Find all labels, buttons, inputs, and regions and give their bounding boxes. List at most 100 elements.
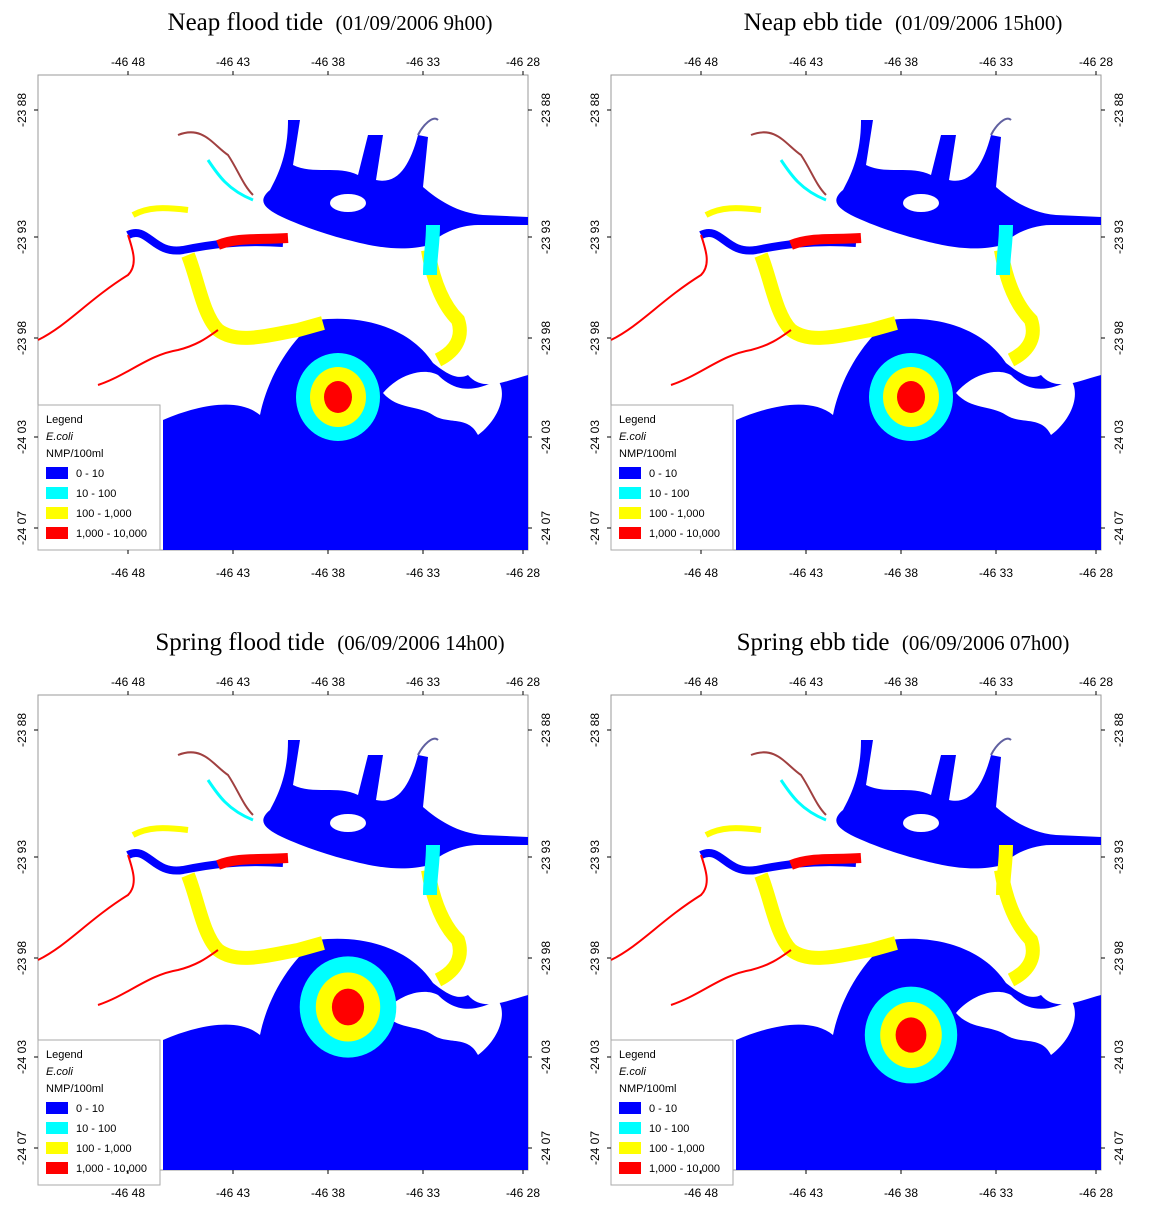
x-tick-label: -46 38: [311, 566, 345, 580]
x-tick-label: -46 38: [311, 55, 345, 69]
y-tick-label: -23 88: [1112, 93, 1126, 127]
legend-label: 0 - 10: [76, 468, 104, 480]
x-tick-label: -46 28: [506, 55, 540, 69]
y-tick-label: -23 88: [539, 93, 553, 127]
channel: [37, 854, 135, 961]
x-tick-label: -46 28: [506, 566, 540, 580]
x-tick-label: -46 33: [406, 1186, 440, 1200]
estuary: [836, 120, 1101, 249]
legend-title: Legend: [619, 414, 656, 426]
x-tick-label: -46 33: [406, 566, 440, 580]
legend-unit: NMP/100ml: [619, 448, 676, 460]
channel: [996, 224, 1013, 276]
estuary: [836, 740, 1101, 869]
legend-label: 100 - 1,000: [649, 1143, 705, 1155]
legend-subtitle: E.coli: [46, 431, 73, 443]
x-tick-label: -46 48: [111, 675, 145, 689]
channel: [131, 205, 189, 218]
land-cape: [383, 991, 502, 1055]
y-tick-label: -23 98: [1112, 941, 1126, 975]
y-tick-label: -23 88: [15, 713, 29, 747]
x-tick-label: -46 28: [1079, 1186, 1113, 1200]
map: Legend E.coli NMP/100ml 0 - 10 10 - 100 100 -…: [37, 694, 529, 1186]
channel: [610, 234, 708, 341]
title-date: (06/09/2006 07h00): [902, 631, 1069, 655]
y-tick-label: -23 98: [539, 941, 553, 975]
y-tick-label: -24 07: [15, 511, 29, 545]
title-text: Spring flood tide: [155, 629, 337, 656]
x-tick-label: -46 33: [979, 566, 1013, 580]
title-text: Neap flood tide: [168, 9, 336, 36]
y-tick-label: -23 98: [15, 941, 29, 975]
y-tick-label: -24 07: [539, 1131, 553, 1165]
channel: [97, 949, 219, 1006]
channel: [181, 872, 325, 965]
title-text: Neap ebb tide: [744, 9, 895, 36]
y-tick-label: -23 93: [539, 220, 553, 254]
legend-label: 0 - 10: [649, 1103, 677, 1115]
channel: [181, 252, 325, 345]
x-tick-label: -46 33: [406, 55, 440, 69]
title-date: (01/09/2006 15h00): [895, 11, 1062, 35]
channel: [990, 737, 1012, 756]
y-tick-label: -24 03: [1112, 1040, 1126, 1074]
y-tick-label: -24 03: [539, 1040, 553, 1074]
channel: [996, 844, 1013, 896]
y-tick-label: -24 07: [1112, 511, 1126, 545]
channel: [417, 117, 439, 136]
channel: [177, 131, 254, 196]
x-tick-label: -46 48: [111, 55, 145, 69]
x-tick-label: -46 33: [979, 1186, 1013, 1200]
legend-unit: NMP/100ml: [46, 1083, 103, 1095]
channel: [789, 853, 862, 870]
y-tick-label: -23 88: [588, 93, 602, 127]
estuary: [263, 120, 528, 249]
y-tick-label: -24 03: [588, 420, 602, 454]
island: [903, 194, 939, 212]
y-tick-label: -24 03: [15, 420, 29, 454]
y-tick-label: -23 93: [539, 840, 553, 874]
map: Legend E.coli NMP/100ml 0 - 10 10 - 100 100 -…: [37, 74, 529, 551]
legend-swatch: [619, 1102, 641, 1114]
channel: [670, 949, 792, 1006]
x-tick-label: -46 33: [979, 675, 1013, 689]
legend-unit: NMP/100ml: [46, 448, 103, 460]
y-tick-label: -24 03: [15, 1040, 29, 1074]
x-tick-label: -46 38: [311, 675, 345, 689]
legend: Legend E.coli NMP/100ml 0 - 10 10 - 100 100 -…: [610, 1039, 734, 1186]
legend: Legend E.coli NMP/100ml 0 - 10 10 - 100 100 -…: [610, 404, 734, 551]
channel: [177, 751, 254, 816]
channel: [37, 234, 135, 341]
y-tick-label: -24 03: [1112, 420, 1126, 454]
legend-label: 1,000 - 10,000: [649, 528, 720, 540]
legend-swatch: [46, 507, 68, 519]
y-tick-label: -23 88: [15, 93, 29, 127]
plume-zone: [331, 988, 365, 1026]
y-tick-label: -23 98: [1112, 321, 1126, 355]
x-tick-label: -46 43: [789, 1186, 823, 1200]
x-tick-label: -46 48: [684, 566, 718, 580]
x-tick-label: -46 43: [789, 675, 823, 689]
panel-title: Spring ebb tide (06/09/2006 07h00): [737, 629, 1070, 656]
island: [903, 814, 939, 832]
y-tick-label: -23 93: [588, 220, 602, 254]
legend-label: 100 - 1,000: [649, 508, 705, 520]
x-tick-label: -46 33: [406, 675, 440, 689]
title-text: Spring ebb tide: [737, 629, 902, 656]
legend-subtitle: E.coli: [46, 1066, 73, 1078]
channel: [779, 779, 827, 822]
legend-swatch: [46, 1102, 68, 1114]
panel-title: Neap ebb tide (01/09/2006 15h00): [744, 9, 1063, 36]
x-tick-label: -46 48: [111, 1186, 145, 1200]
legend-swatch: [619, 1162, 641, 1174]
panel-title: Neap flood tide (01/09/2006 9h00): [168, 9, 493, 36]
y-tick-label: -23 98: [539, 321, 553, 355]
y-tick-label: -23 93: [15, 840, 29, 874]
channel: [206, 779, 254, 822]
channel: [423, 844, 440, 896]
channel: [670, 329, 792, 386]
island: [330, 194, 366, 212]
legend-label: 100 - 1,000: [76, 508, 132, 520]
x-tick-label: -46 48: [111, 566, 145, 580]
channel: [206, 159, 254, 202]
